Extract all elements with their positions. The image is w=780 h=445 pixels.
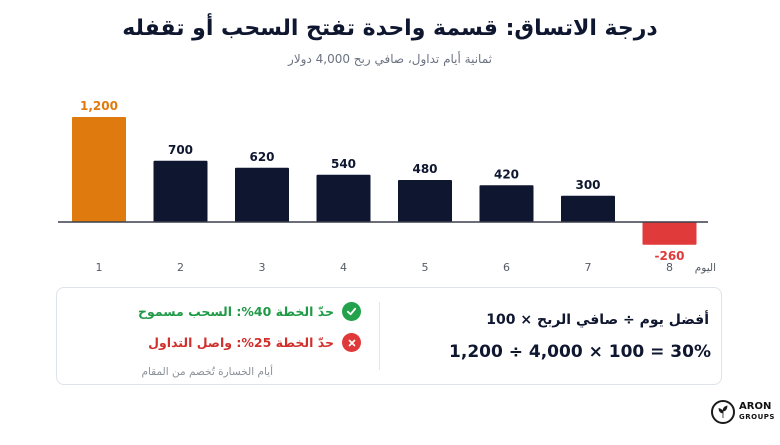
leaf-logo-icon <box>711 400 735 424</box>
bar-value-label: -260 <box>654 249 684 263</box>
bar-value-label: 1,200 <box>80 99 118 113</box>
chart-title: درجة الاتساق: قسمة واحدة تفتح السحب أو ت… <box>122 16 658 41</box>
bar-value-label: 620 <box>249 150 274 164</box>
x-tick-label: 8 <box>666 261 673 274</box>
x-tick-label: 1 <box>96 261 103 274</box>
bar-value-label: 300 <box>575 178 600 192</box>
bar-value-label: 540 <box>331 157 356 171</box>
bar-day-6 <box>479 185 534 222</box>
x-tick-label: 6 <box>503 261 510 274</box>
x-axis-label: اليوم <box>695 262 716 274</box>
logo-main-text: ARON <box>739 401 772 412</box>
rule-blocked-text: حدّ الخطة 25%: واصل التداول <box>148 335 334 350</box>
x-tick-label: 7 <box>585 261 592 274</box>
rule-blocked: حدّ الخطة 25%: واصل التداول <box>148 333 361 352</box>
aron-groups-logo: ARON GROUPS <box>711 400 775 424</box>
formula-result: 1,200 ÷ 4,000 × 100 = 30% <box>449 342 711 362</box>
check-circle-icon <box>342 302 361 321</box>
x-tick-label: 3 <box>259 261 266 274</box>
bar-value-label: 700 <box>168 143 193 157</box>
bar-value-label: 480 <box>412 162 437 176</box>
formula-panel: أفضل يوم ÷ صافي الربح × 100 1,200 ÷ 4,00… <box>56 287 722 385</box>
bar-day-2 <box>153 160 208 222</box>
bar-day-3 <box>235 167 289 222</box>
panel-divider <box>379 302 380 370</box>
x-tick-label: 5 <box>422 261 429 274</box>
logo-sub-text: GROUPS <box>739 413 775 421</box>
rule-allowed-text: حدّ الخطة 40%: السحب مسموح <box>138 304 334 319</box>
formula-label: أفضل يوم ÷ صافي الربح × 100 <box>486 312 709 328</box>
x-tick-label: 2 <box>177 261 184 274</box>
loss-days-note: أيام الخسارة تُخصم من المقام <box>141 366 273 378</box>
bar-day-1 <box>72 117 126 222</box>
bar-day-7 <box>561 195 615 222</box>
x-circle-icon <box>342 333 361 352</box>
bar-day-4 <box>316 174 371 222</box>
bar-day-8 <box>642 222 697 245</box>
bar-day-5 <box>398 180 452 222</box>
bar-value-label: 420 <box>494 167 519 181</box>
x-tick-label: 4 <box>340 261 347 274</box>
rule-allowed: حدّ الخطة 40%: السحب مسموح <box>138 302 361 321</box>
chart-subtitle: ثمانية أيام تداول، صافي ربح 4,000 دولار <box>288 52 492 66</box>
